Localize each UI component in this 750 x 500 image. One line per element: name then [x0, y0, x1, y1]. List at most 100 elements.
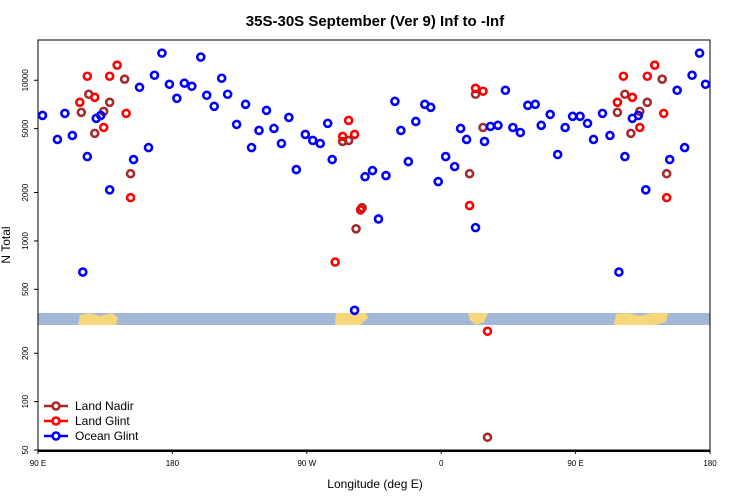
data-point — [493, 120, 503, 131]
data-point — [95, 110, 106, 121]
data-point — [605, 130, 615, 141]
y-tick-label: 50 — [21, 445, 30, 454]
data-point — [455, 123, 466, 134]
data-point — [98, 122, 109, 133]
data-point — [694, 48, 705, 58]
data-point — [284, 112, 294, 123]
y-tick-label: 500 — [21, 282, 30, 296]
data-point — [104, 97, 115, 108]
data-point — [658, 108, 669, 119]
chart-title: 35S-30S September (Ver 9) Inf to -Inf — [246, 13, 505, 30]
data-point — [642, 71, 653, 82]
data-point — [231, 119, 242, 130]
data-point — [330, 257, 340, 267]
data-point — [482, 432, 493, 443]
x-tick-label: 90 W — [297, 459, 316, 468]
data-point — [612, 97, 623, 108]
data-point — [552, 149, 563, 160]
series — [37, 48, 711, 316]
data-point — [143, 142, 154, 153]
y-tick-label: 5000 — [21, 119, 30, 137]
y-tick-label: 1000 — [21, 231, 30, 249]
data-point — [464, 168, 475, 179]
data-point — [209, 101, 220, 112]
data-point — [411, 116, 421, 127]
data-point — [367, 165, 378, 176]
data-point — [635, 122, 645, 133]
data-point — [664, 154, 675, 165]
data-point — [201, 90, 212, 101]
data-point — [125, 192, 136, 203]
data-point — [449, 161, 460, 172]
x-tick-label: 180 — [703, 459, 717, 468]
data-point — [545, 109, 556, 120]
data-point — [620, 151, 630, 162]
data-point — [470, 83, 481, 94]
data-point — [433, 176, 444, 187]
data-point — [104, 185, 115, 195]
data-point — [315, 138, 326, 149]
data-point — [187, 81, 197, 92]
data-point — [291, 164, 302, 175]
data-point — [349, 129, 360, 140]
ocean-strip — [38, 313, 710, 325]
legend-label: Ocean Glint — [75, 429, 139, 443]
map-strip — [38, 313, 710, 325]
data-point — [508, 122, 518, 133]
data-point — [536, 120, 547, 131]
data-point — [588, 134, 599, 145]
data-point — [649, 60, 660, 70]
data-point — [642, 97, 653, 108]
data-point — [612, 107, 623, 118]
data-point — [128, 154, 139, 165]
legend-marker — [51, 416, 61, 426]
legend-label: Land Nadir — [75, 399, 134, 413]
data-point — [360, 171, 370, 182]
x-axis-label: Longitude (deg E) — [327, 477, 422, 491]
data-point — [500, 85, 511, 96]
data-point — [125, 168, 136, 179]
land-strip — [78, 313, 118, 325]
data-point — [67, 130, 78, 141]
data-point — [172, 93, 182, 104]
data-point — [672, 85, 682, 96]
data-point — [515, 127, 526, 138]
data-point — [627, 92, 638, 103]
data-point — [104, 71, 115, 82]
data-point — [461, 134, 472, 145]
data-point — [269, 123, 279, 134]
data-point — [661, 192, 672, 203]
data-point — [82, 71, 93, 82]
data-point — [52, 134, 63, 145]
data-point — [396, 125, 406, 136]
data-point — [89, 92, 100, 103]
data-point — [76, 107, 87, 118]
data-point — [240, 99, 251, 110]
data-point — [322, 118, 333, 129]
data-point — [157, 48, 167, 58]
data-point — [195, 52, 206, 62]
data-point — [470, 222, 481, 233]
legend-marker — [51, 431, 61, 441]
data-point — [620, 89, 630, 100]
data-point — [89, 128, 100, 139]
data-point — [640, 185, 651, 195]
data-point — [381, 170, 391, 181]
data-point — [222, 89, 233, 100]
data-point — [530, 99, 541, 110]
x-tick-label: 180 — [166, 459, 180, 468]
series — [75, 60, 672, 337]
data-point — [179, 78, 190, 89]
data-point — [479, 136, 490, 147]
data-point — [60, 108, 70, 119]
y-tick-label: 100 — [21, 394, 30, 408]
land-strip — [614, 313, 668, 325]
data-point — [403, 156, 414, 167]
data-point — [582, 118, 593, 129]
land-strip — [468, 313, 488, 325]
data-point — [626, 128, 636, 139]
data-point — [614, 267, 624, 277]
x-tick-label: 0 — [439, 459, 444, 468]
